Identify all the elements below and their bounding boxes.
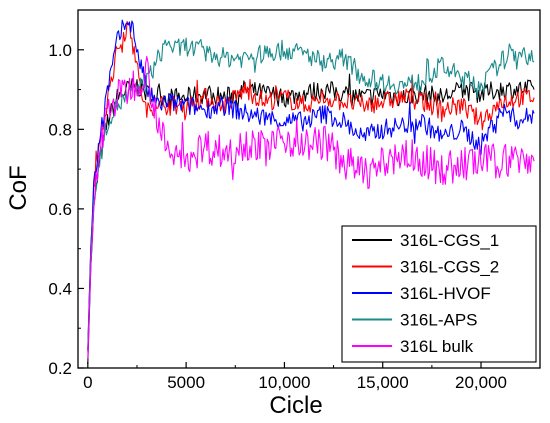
y-tick-label: 0.4	[48, 279, 72, 298]
x-tick-label: 5000	[167, 373, 205, 392]
legend-label: 316L bulk	[400, 337, 474, 356]
legend-label: 316L-APS	[400, 311, 478, 330]
plot-frame	[77, 9, 541, 369]
series-line-1	[87, 20, 535, 351]
legend-label: 316L-CGS_1	[400, 231, 499, 250]
x-axis-title: Cicle	[269, 392, 322, 419]
y-tick-label: 0.6	[48, 200, 72, 219]
y-tick-label: 1.0	[48, 41, 72, 60]
legend-label: 316L-CGS_2	[400, 258, 499, 277]
legend: 316L-CGS_1 316L-CGS_2 316L-HVOF 316L-APS 316…	[341, 225, 537, 363]
series-line-2	[87, 19, 535, 350]
x-tick-label: 0	[83, 373, 92, 392]
x-tick-label: 15,000	[357, 373, 409, 392]
y-tick-label: 0.8	[48, 120, 72, 139]
x-tick-label: 20,000	[455, 373, 507, 392]
series-line-3	[87, 37, 535, 353]
plot-area	[87, 19, 535, 365]
axes: 0 5000 10,000 15,000 20,000 0.2 0.4 0.6 0.8 1.0	[48, 9, 541, 392]
y-axis-title: CoF	[5, 165, 32, 210]
series-line-4	[87, 56, 535, 359]
x-tick-label: 10,000	[258, 373, 310, 392]
legend-label: 316L-HVOF	[400, 284, 491, 303]
y-tick-label: 0.2	[48, 359, 72, 378]
